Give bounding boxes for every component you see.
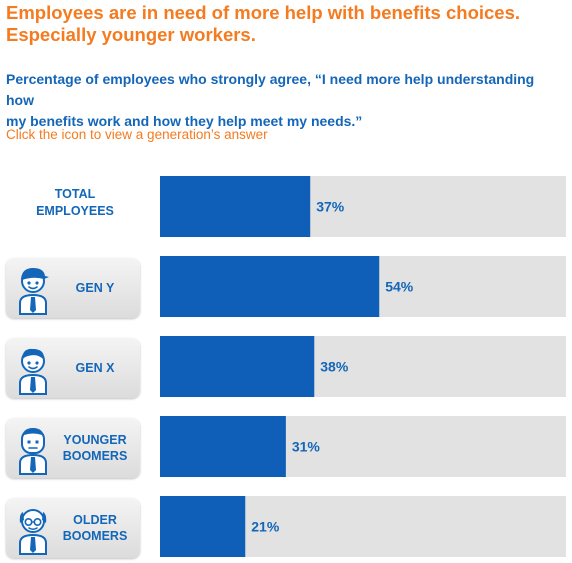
bar-value-label-gen-y: 54% bbox=[385, 279, 414, 295]
younger-boomers-button[interactable]: YOUNGER BOOMERS bbox=[6, 418, 140, 478]
gen-y-person-icon bbox=[19, 268, 49, 315]
bar-older-boomers bbox=[160, 496, 246, 557]
row-label-line-2: BOOMERS bbox=[62, 529, 128, 543]
subheading: Percentage of employees who strongly agr… bbox=[6, 69, 566, 132]
row-label-total-employees: TOTAL EMPLOYEES bbox=[6, 186, 144, 220]
bar-gen-y bbox=[160, 256, 380, 317]
headline-line-2: Especially younger workers. bbox=[6, 24, 256, 45]
subheading-line-2: my benefits work and how they help meet … bbox=[6, 113, 363, 129]
row-label-line-1: TOTAL bbox=[54, 187, 96, 201]
bar-gen-x bbox=[160, 336, 315, 397]
headline-line-1: Employees are in need of more help with … bbox=[6, 2, 521, 23]
bar-value-label-total-employees: 37% bbox=[316, 199, 345, 215]
row-label-gen-y: GEN Y bbox=[52, 258, 138, 318]
gen-x-button[interactable]: GEN X bbox=[6, 338, 140, 398]
bar-younger-boomers bbox=[160, 416, 286, 477]
row-label-line-1: GEN X bbox=[75, 361, 115, 375]
older-boomers-button[interactable]: OLDER BOOMERS bbox=[6, 498, 140, 558]
older-boomer-person-icon bbox=[19, 509, 47, 555]
row-label-line-1: OLDER bbox=[73, 513, 117, 527]
row-label-line-2: BOOMERS bbox=[62, 449, 128, 463]
headline: Employees are in need of more help with … bbox=[6, 2, 566, 46]
row-label-line-2: EMPLOYEES bbox=[36, 204, 114, 218]
row-label-gen-x: GEN X bbox=[52, 338, 138, 398]
bar-total-employees bbox=[160, 176, 311, 237]
gen-x-person-icon bbox=[19, 348, 47, 395]
row-label-line-1: YOUNGER bbox=[63, 433, 127, 447]
younger-boomer-person-icon bbox=[19, 428, 47, 475]
bar-value-label-gen-x: 38% bbox=[320, 359, 349, 375]
gen-y-button[interactable]: GEN Y bbox=[6, 258, 140, 318]
row-label-older-boomers: OLDER BOOMERS bbox=[52, 498, 138, 558]
bar-value-label-younger-boomers: 31% bbox=[292, 439, 321, 455]
subheading-line-1: Percentage of employees who strongly agr… bbox=[6, 71, 535, 108]
row-label-line-1: GEN Y bbox=[75, 281, 115, 295]
instruction-text: Click the icon to view a generation’s an… bbox=[6, 127, 268, 142]
bar-value-label-older-boomers: 21% bbox=[251, 519, 280, 535]
row-label-younger-boomers: YOUNGER BOOMERS bbox=[52, 418, 138, 478]
